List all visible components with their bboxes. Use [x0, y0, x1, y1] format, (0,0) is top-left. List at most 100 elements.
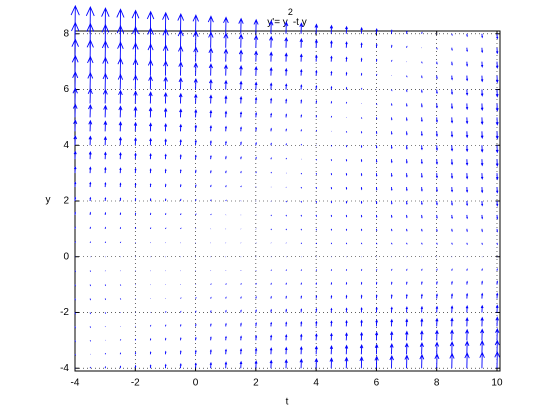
arrow: [163, 107, 168, 118]
arrow: [375, 294, 378, 299]
x-tick-label: -4: [71, 378, 80, 389]
arrow: [315, 84, 318, 90]
arrow: [254, 50, 258, 62]
y-tick-label: 2: [63, 196, 69, 207]
arrow: [405, 200, 408, 205]
arrow: [450, 187, 454, 193]
arrow: [89, 211, 92, 215]
arrow: [255, 322, 257, 327]
arrow: [146, 10, 155, 34]
arrow: [315, 54, 318, 62]
arrow: [103, 120, 108, 132]
arrow: [254, 360, 258, 369]
arrow: [419, 342, 424, 355]
arrow: [74, 181, 77, 188]
arrow: [360, 307, 363, 313]
arrow: [194, 154, 197, 160]
arrow: [435, 293, 438, 299]
x-tick-label: 0: [193, 378, 199, 389]
arrow: [284, 21, 289, 34]
arrow: [148, 106, 153, 118]
arrow: [495, 304, 499, 313]
arrow: [345, 294, 348, 299]
arrow: [405, 187, 408, 192]
arrow: [195, 323, 197, 327]
arrow: [177, 12, 185, 34]
arrow: [495, 47, 499, 55]
arrow: [73, 119, 78, 132]
arrow: [495, 103, 499, 112]
arrow: [480, 61, 484, 68]
arrow: [223, 64, 228, 76]
arrow: [285, 334, 288, 341]
arrow: [465, 187, 469, 193]
arrow: [375, 43, 378, 48]
y-tick-label: 4: [63, 140, 69, 151]
arrow: [481, 200, 484, 207]
arrow: [73, 150, 77, 160]
arrow: [210, 155, 212, 160]
arrow: [89, 166, 92, 174]
arrow: [496, 200, 499, 207]
arrow: [255, 309, 257, 313]
arrow: [300, 68, 303, 76]
arrow: [390, 200, 393, 205]
arrow: [89, 196, 92, 202]
arrow: [420, 293, 423, 299]
arrow: [270, 142, 272, 146]
arrow: [255, 334, 258, 341]
arrow: [435, 305, 439, 313]
arrow: [239, 65, 243, 76]
arrow: [389, 354, 394, 369]
arrow: [496, 33, 499, 40]
arrow: [285, 98, 288, 104]
arrow: [374, 355, 379, 369]
arrow: [360, 319, 363, 327]
arrow: [420, 305, 424, 313]
arrow: [209, 125, 213, 132]
arrow: [240, 126, 242, 132]
arrow: [224, 125, 228, 132]
arrow: [375, 319, 378, 327]
arrow: [225, 155, 227, 160]
arrow: [254, 347, 258, 355]
arrow: [118, 89, 123, 104]
arrow: [119, 167, 122, 174]
arrow: [480, 131, 484, 139]
arrow: [209, 349, 212, 355]
arrow: [330, 332, 333, 341]
arrow: [345, 173, 348, 176]
arrow: [495, 173, 499, 181]
arrow: [270, 321, 273, 327]
x-tick-label: -2: [131, 378, 140, 389]
title-text: -t y: [293, 17, 307, 28]
arrow: [359, 344, 364, 355]
arrow: [404, 342, 409, 355]
arrow: [465, 75, 469, 82]
arrow: [209, 140, 212, 146]
arrow: [345, 41, 348, 48]
arrow: [133, 106, 138, 118]
arrow: [405, 330, 409, 341]
y-tick-label: 6: [63, 84, 69, 95]
arrow: [314, 345, 318, 355]
arrow: [435, 131, 439, 137]
arrow: [194, 362, 197, 369]
arrow: [465, 145, 469, 153]
arrow: [450, 145, 454, 152]
arrow: [225, 140, 227, 146]
arrow: [270, 295, 272, 299]
arrow: [495, 159, 499, 167]
arrow: [344, 344, 349, 355]
arrow: [133, 121, 138, 132]
arrow: [435, 159, 439, 165]
arrow: [300, 84, 303, 90]
arrow: [285, 308, 288, 313]
arrow: [300, 99, 303, 104]
arrow: [420, 117, 423, 123]
arrow: [389, 343, 394, 355]
x-tick-label: 8: [434, 378, 440, 389]
arrow: [315, 320, 318, 327]
arrow: [345, 307, 348, 313]
arrow: [164, 350, 167, 355]
